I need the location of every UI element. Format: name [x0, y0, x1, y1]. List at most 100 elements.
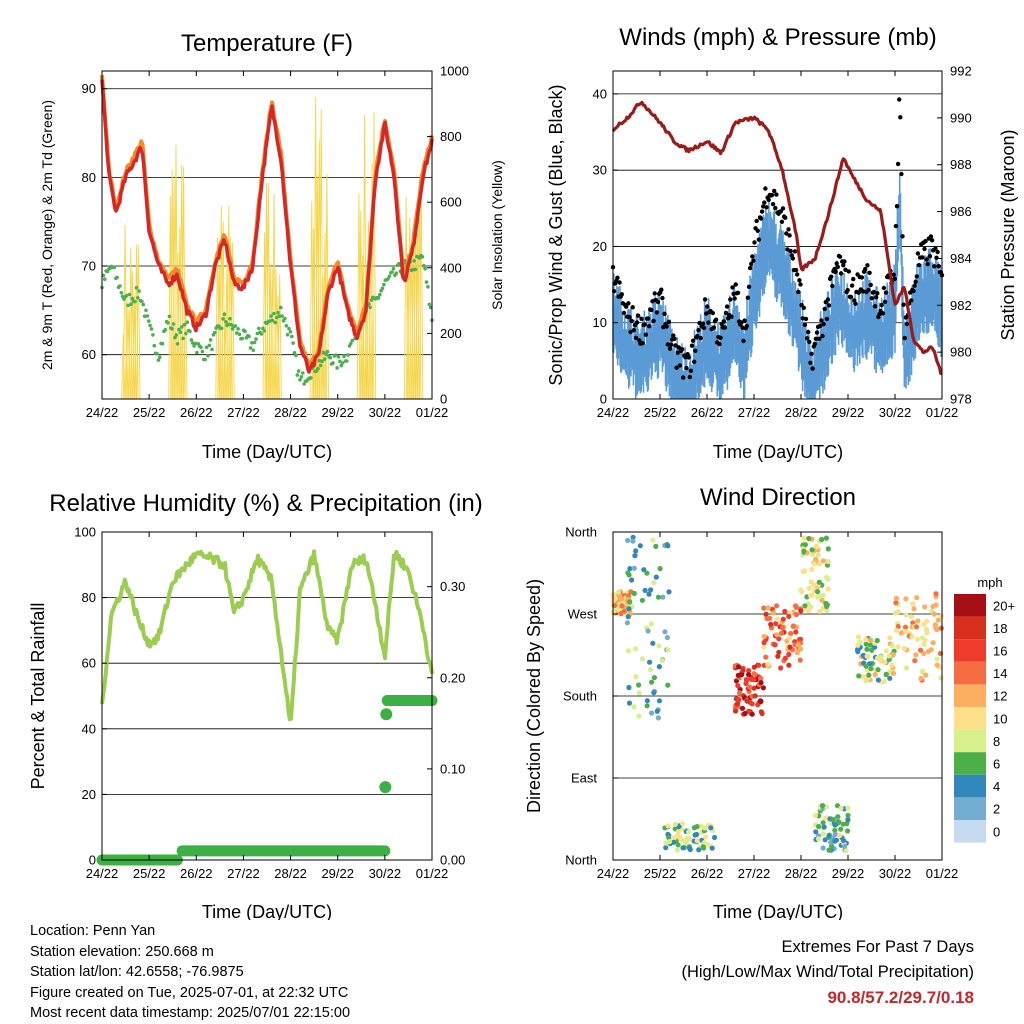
dewpoint-point: [233, 324, 238, 328]
gust-point: [785, 247, 790, 252]
humidity-ylabel: Percent & Total Rainfall: [28, 603, 48, 790]
direction-point: [933, 625, 939, 631]
direction-xtick-label: 30/22: [879, 866, 912, 881]
direction-point: [624, 620, 631, 626]
dewpoint-point: [411, 267, 415, 272]
gust-point: [621, 310, 627, 316]
dewpoint-point: [394, 271, 399, 276]
direction-point: [797, 657, 803, 663]
precipitation-point: [379, 781, 392, 794]
dewpoint-point: [317, 358, 322, 363]
dewpoint-point: [422, 263, 426, 268]
dewpoint-point: [170, 327, 174, 331]
dewpoint-point: [248, 346, 253, 350]
humidity-ytick-label: 40: [82, 721, 96, 736]
direction-point: [670, 839, 677, 845]
direction-point: [672, 821, 678, 828]
gust-point: [674, 365, 679, 370]
direction-point: [901, 645, 908, 652]
dewpoint-point: [269, 314, 273, 318]
dewpoint-point: [387, 274, 392, 279]
direction-point: [890, 652, 896, 658]
gust-point: [871, 289, 877, 295]
gust-point: [704, 311, 709, 316]
direction-point: [639, 597, 646, 603]
gust-point: [920, 255, 925, 260]
gust-point: [681, 375, 686, 380]
direction-point: [740, 667, 746, 674]
legend-label: 10: [993, 711, 1007, 726]
gust-point: [933, 246, 938, 251]
direction-point: [820, 831, 827, 837]
direction-point: [922, 604, 928, 610]
direction-point: [890, 670, 897, 677]
direction-point: [921, 650, 927, 657]
solar-insolation-spike: [183, 287, 188, 400]
direction-point: [863, 641, 869, 647]
gust-point: [774, 192, 779, 197]
humidity-xtick-label: 30/22: [369, 866, 402, 881]
solar-insolation-spike: [122, 224, 128, 400]
gust-point: [904, 321, 910, 327]
direction-point: [867, 642, 874, 648]
direction-point: [656, 698, 663, 704]
temperature-panel: Temperature (F) 60 70 80 90 0 200 400 600 800 100…: [39, 30, 505, 462]
direction-point: [774, 632, 780, 638]
gust-point: [718, 335, 723, 340]
winds-ylabel: Sonic/Prop Wind & Gust (Blue, Black): [546, 84, 566, 385]
direction-point: [680, 845, 686, 851]
gust-point: [778, 209, 783, 214]
temperature-ytick-label: 60: [82, 347, 96, 362]
direction-point: [786, 662, 792, 668]
dewpoint-point: [141, 302, 146, 307]
solar-insolation-spike: [136, 244, 141, 400]
direction-point: [787, 644, 793, 650]
gust-point: [741, 338, 746, 344]
direction-point: [917, 647, 924, 653]
solar-insolation-spike: [360, 255, 365, 400]
direction-point: [626, 700, 633, 706]
dewpoint-point: [115, 275, 119, 280]
dewpoint-point: [284, 324, 289, 328]
direction-point: [934, 662, 940, 668]
direction-point: [768, 621, 774, 628]
dewpoint-point: [219, 326, 224, 331]
solar-insolation-spike: [419, 177, 424, 400]
legend-swatch: [954, 616, 986, 640]
direction-point: [647, 659, 653, 665]
temperature-xtick-label: 01/22: [416, 405, 449, 420]
direction-point: [666, 589, 672, 595]
direction-point: [651, 580, 657, 586]
legend-swatch: [954, 774, 986, 798]
gust-point: [651, 318, 656, 324]
gust-point: [792, 249, 798, 254]
dewpoint-point: [378, 292, 382, 297]
direction-point: [883, 648, 890, 654]
direction-point: [788, 630, 794, 637]
dewpoint-point: [140, 299, 144, 304]
gust-point: [746, 284, 752, 289]
gust-point: [758, 216, 764, 221]
dewpoint-point: [173, 335, 177, 340]
gust-point: [626, 301, 631, 306]
direction-point: [826, 832, 832, 838]
direction-point: [651, 675, 658, 681]
gust-point: [801, 305, 806, 310]
direction-point: [703, 834, 709, 840]
temperature-ytick-label-right: 400: [440, 260, 462, 275]
dewpoint-point: [156, 358, 161, 362]
dewpoint-point: [318, 363, 323, 368]
gust-point: [893, 223, 899, 229]
gust-point: [800, 316, 805, 321]
direction-point: [826, 847, 832, 853]
winds-ytick-label-right: 984: [950, 251, 972, 266]
humidity-xtick-label: 27/22: [227, 866, 260, 881]
direction-point: [758, 680, 764, 686]
gust-point: [701, 325, 707, 331]
dewpoint-point: [133, 299, 137, 304]
direction-point: [677, 835, 684, 842]
dewpoint-point: [224, 320, 228, 324]
dewpoint-point: [302, 382, 306, 386]
dewpoint-point: [338, 359, 342, 364]
gust-point: [713, 317, 719, 322]
